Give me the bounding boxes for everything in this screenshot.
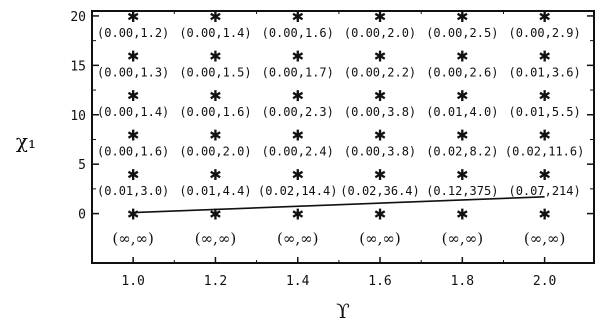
data-label: (∞,∞) [195,230,236,248]
data-points: ✱(0.00,1.2)✱(0.00,1.4)✱(0.00,1.6)✱(0.00,… [97,8,584,248]
data-point: ✱ [456,87,469,105]
data-label: (∞,∞) [524,230,565,248]
x-tick-label: 1.2 [204,274,227,289]
data-point: ✱ [127,206,140,224]
data-point: ✱ [209,127,222,145]
x-tick-label: 1.0 [121,274,144,289]
boundary-line-layer [133,195,545,214]
data-label: (∞,∞) [277,230,318,248]
data-point: ✱ [209,87,222,105]
data-point: ✱ [538,166,551,184]
data-point: ✱ [374,166,387,184]
data-point: ✱ [291,166,304,184]
data-label: (0.01,3.0) [97,184,169,198]
data-label: (0.02,14.4) [258,184,337,198]
data-label: (∞,∞) [442,230,483,248]
data-point: ✱ [127,166,140,184]
data-point: ✱ [456,8,469,26]
data-label: (0.02,36.4) [340,184,419,198]
plot-frame [91,10,595,264]
boundary-line [133,195,545,214]
data-point: ✱ [374,206,387,224]
data-label: (0.00,2.5) [426,26,498,40]
data-point: ✱ [209,47,222,65]
x-tick-label: 1.4 [286,274,310,289]
x-axis: 1.0 1.2 1.4 1.6 1.8 2.0 [121,11,556,289]
data-label: (0.00,1.3) [97,65,169,79]
data-label: (0.00,2.0) [179,145,251,159]
y-tick-label: 20 [70,10,86,25]
data-label: (0.00,1.6) [262,26,334,40]
data-point: ✱ [291,47,304,65]
data-point: ✱ [374,47,387,65]
data-label: (0.00,1.7) [262,65,334,79]
data-label: (0.02,8.2) [426,145,498,159]
x-axis-title: ϒ [336,299,350,323]
y-tick-label: 10 [70,109,86,124]
data-label: (0.00,2.4) [262,145,334,159]
data-point: ✱ [127,47,140,65]
y-tick-label: 0 [78,208,86,223]
y-axis-title: χ₁ [16,129,36,153]
data-point: ✱ [374,87,387,105]
data-label: (0.00,1.5) [179,65,251,79]
x-tick-label: 2.0 [533,274,556,289]
data-point: ✱ [456,127,469,145]
data-point: ✱ [374,8,387,26]
plot-border [91,10,595,264]
data-label: (0.01,5.5) [508,105,580,119]
data-point: ✱ [538,8,551,26]
x-tick-label: 1.6 [368,274,391,289]
data-label: (0.00,2.3) [262,105,334,119]
data-label: (0.01,4.4) [179,184,251,198]
y-tick-label: 5 [78,158,86,173]
data-label: (0.00,1.6) [97,145,169,159]
data-label: (∞,∞) [359,230,400,248]
data-point: ✱ [291,87,304,105]
data-label: (0.00,3.8) [344,105,416,119]
data-label: (0.00,2.9) [508,26,580,40]
data-point: ✱ [127,87,140,105]
data-point: ✱ [209,206,222,224]
data-label: (∞,∞) [112,230,153,248]
data-point: ✱ [291,8,304,26]
data-point: ✱ [127,8,140,26]
y-tick-label: 15 [70,59,86,74]
data-point: ✱ [538,206,551,224]
data-label: (0.07,214) [508,184,580,198]
data-label: (0.00,1.4) [179,26,251,40]
data-label: (0.00,2.6) [426,65,498,79]
x-tick-label: 1.8 [451,274,474,289]
data-point: ✱ [127,127,140,145]
data-point: ✱ [538,47,551,65]
data-label: (0.00,2.2) [344,65,416,79]
data-label: (0.00,2.0) [344,26,416,40]
data-point: ✱ [291,127,304,145]
data-label: (0.12,375) [426,184,498,198]
data-point: ✱ [209,8,222,26]
data-point: ✱ [456,166,469,184]
data-label: (0.00,1.2) [97,26,169,40]
data-label: (0.00,3.8) [344,145,416,159]
data-label: (0.01,4.0) [426,105,498,119]
data-point: ✱ [374,127,387,145]
data-label: (0.02,11.6) [505,145,584,159]
data-label: (0.01,3.6) [508,65,580,79]
y-axis: 0 5 10 15 20 [70,10,594,223]
data-point: ✱ [209,166,222,184]
data-point: ✱ [456,206,469,224]
data-point: ✱ [456,47,469,65]
data-label: (0.00,1.4) [97,105,169,119]
data-point: ✱ [538,127,551,145]
data-point: ✱ [538,87,551,105]
data-point: ✱ [291,206,304,224]
data-label: (0.00,1.6) [179,105,251,119]
